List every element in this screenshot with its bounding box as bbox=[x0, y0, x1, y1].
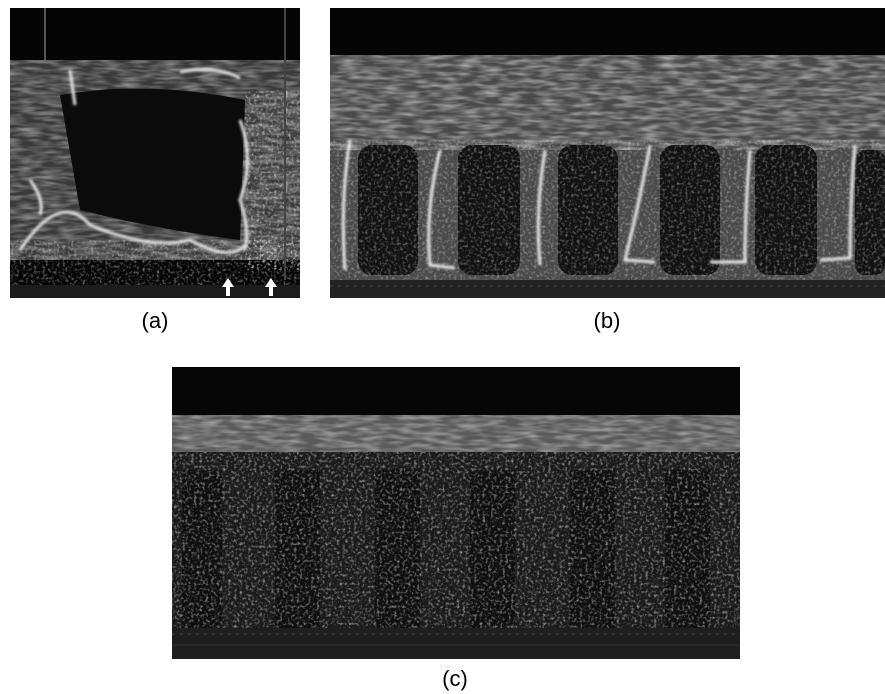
caption: (b) bbox=[594, 308, 621, 333]
panel-a bbox=[10, 8, 300, 298]
page: {"panels": [{"caption": "(a)"}, {"captio… bbox=[0, 0, 885, 694]
caption: (a) bbox=[142, 308, 169, 333]
figure: (a) (b) (c) bbox=[0, 0, 885, 694]
panel-b bbox=[330, 8, 885, 298]
caption: (c) bbox=[442, 666, 468, 691]
panel-c bbox=[172, 367, 740, 659]
